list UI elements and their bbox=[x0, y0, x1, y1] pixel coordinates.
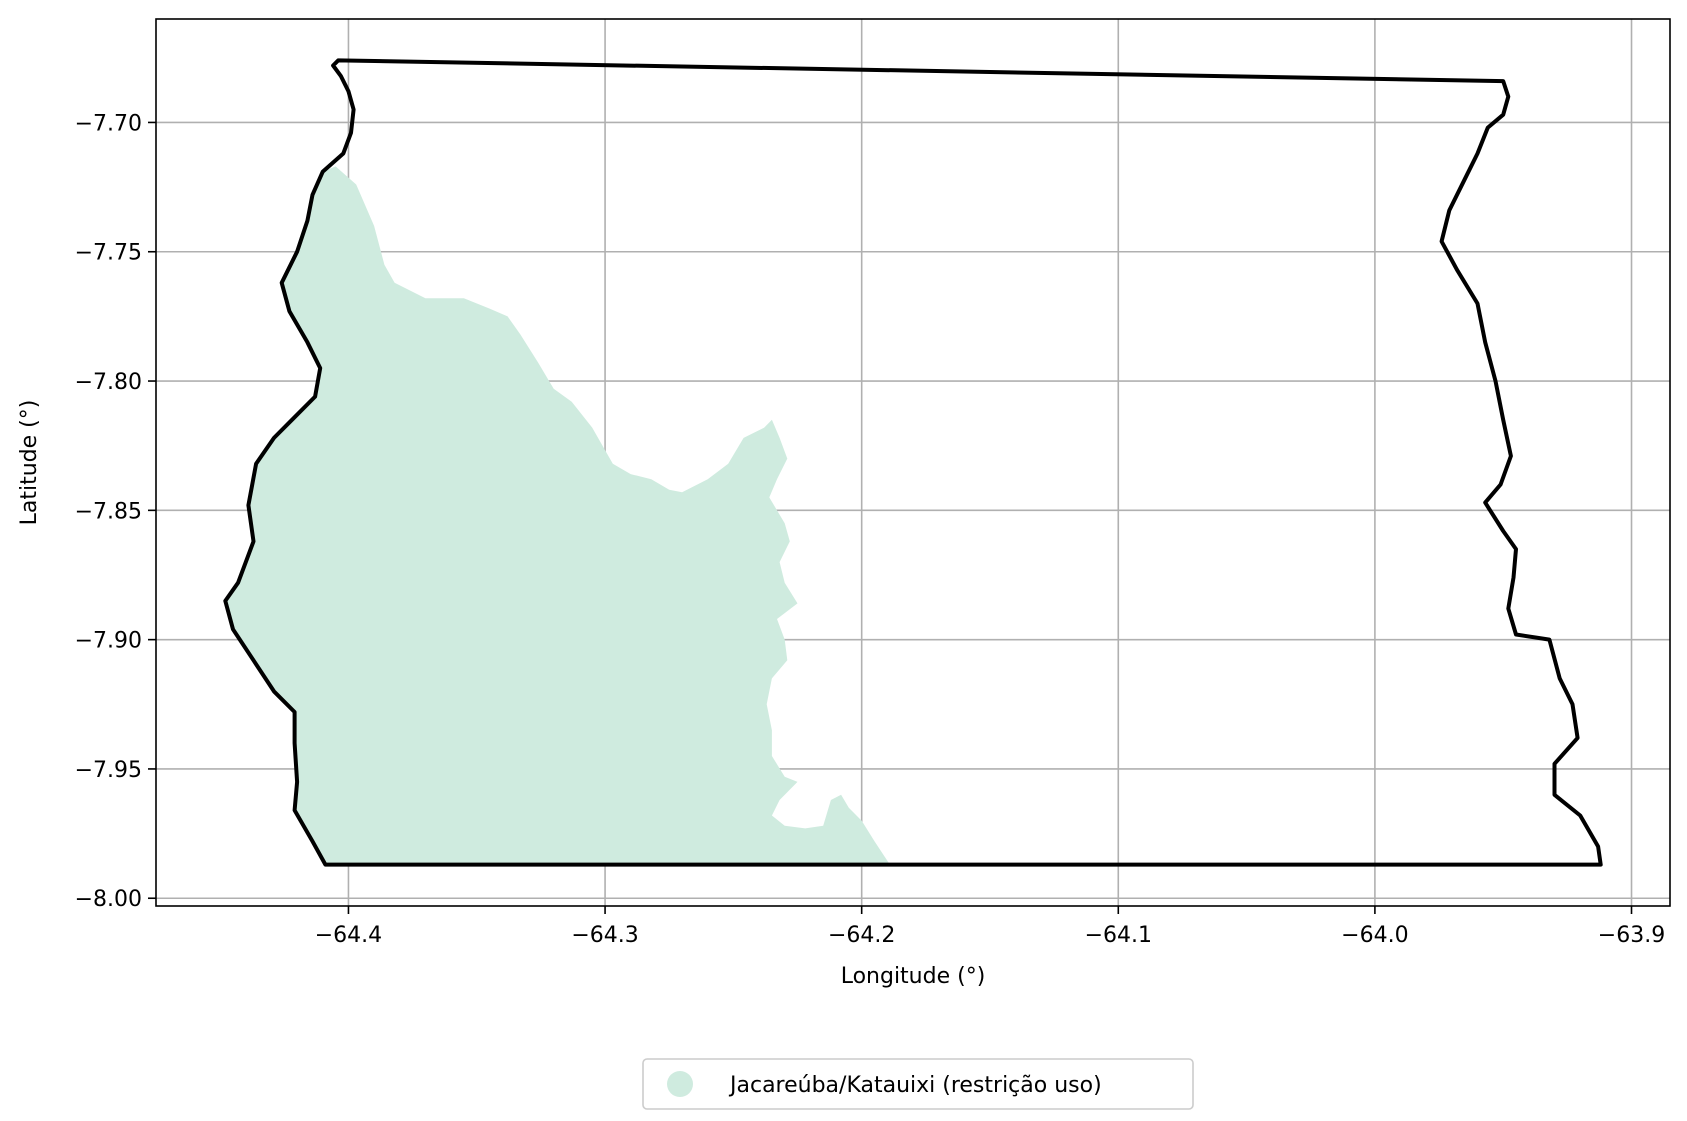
reserve-area-layer bbox=[225, 166, 890, 865]
y-tick-label: −7.70 bbox=[75, 111, 142, 136]
municipality-boundary bbox=[223, 58, 1603, 867]
y-tick-label: −7.80 bbox=[75, 370, 142, 395]
x-tick-label: −64.2 bbox=[828, 923, 895, 948]
y-tick-label: −7.90 bbox=[75, 629, 142, 654]
y-tick-label: −7.85 bbox=[75, 499, 142, 524]
x-axis-ticks: −64.4 −64.3 −64.2 −64.1 −64.0 −63.9 bbox=[315, 906, 1665, 948]
legend-entry-label: Jacareúba/Katauixi (restrição uso) bbox=[728, 1073, 1102, 1098]
x-axis-label: Longitude (°) bbox=[841, 964, 986, 989]
x-tick-label: −63.9 bbox=[1598, 923, 1665, 948]
x-tick-label: −64.3 bbox=[571, 923, 638, 948]
legend-box bbox=[642, 1058, 1194, 1110]
y-tick-label: −7.75 bbox=[75, 241, 142, 266]
legend: Jacareúba/Katauixi (restrição uso) bbox=[642, 1058, 1194, 1110]
y-axis-ticks: −7.70 −7.75 −7.80 −7.85 −7.90 −7.95 −8.00 bbox=[75, 111, 156, 912]
y-tick-label: −8.00 bbox=[75, 887, 142, 912]
y-tick-label: −7.95 bbox=[75, 758, 142, 783]
legend-swatch-circle bbox=[667, 1071, 693, 1097]
boundary-layer bbox=[223, 58, 1603, 867]
jacareuba-katauixi-area bbox=[225, 166, 890, 865]
x-tick-label: −64.0 bbox=[1341, 923, 1408, 948]
x-tick-label: −64.1 bbox=[1085, 923, 1152, 948]
y-axis-label: Latitude (°) bbox=[17, 400, 42, 526]
x-tick-label: −64.4 bbox=[315, 923, 382, 948]
plot-frame bbox=[155, 18, 1671, 907]
